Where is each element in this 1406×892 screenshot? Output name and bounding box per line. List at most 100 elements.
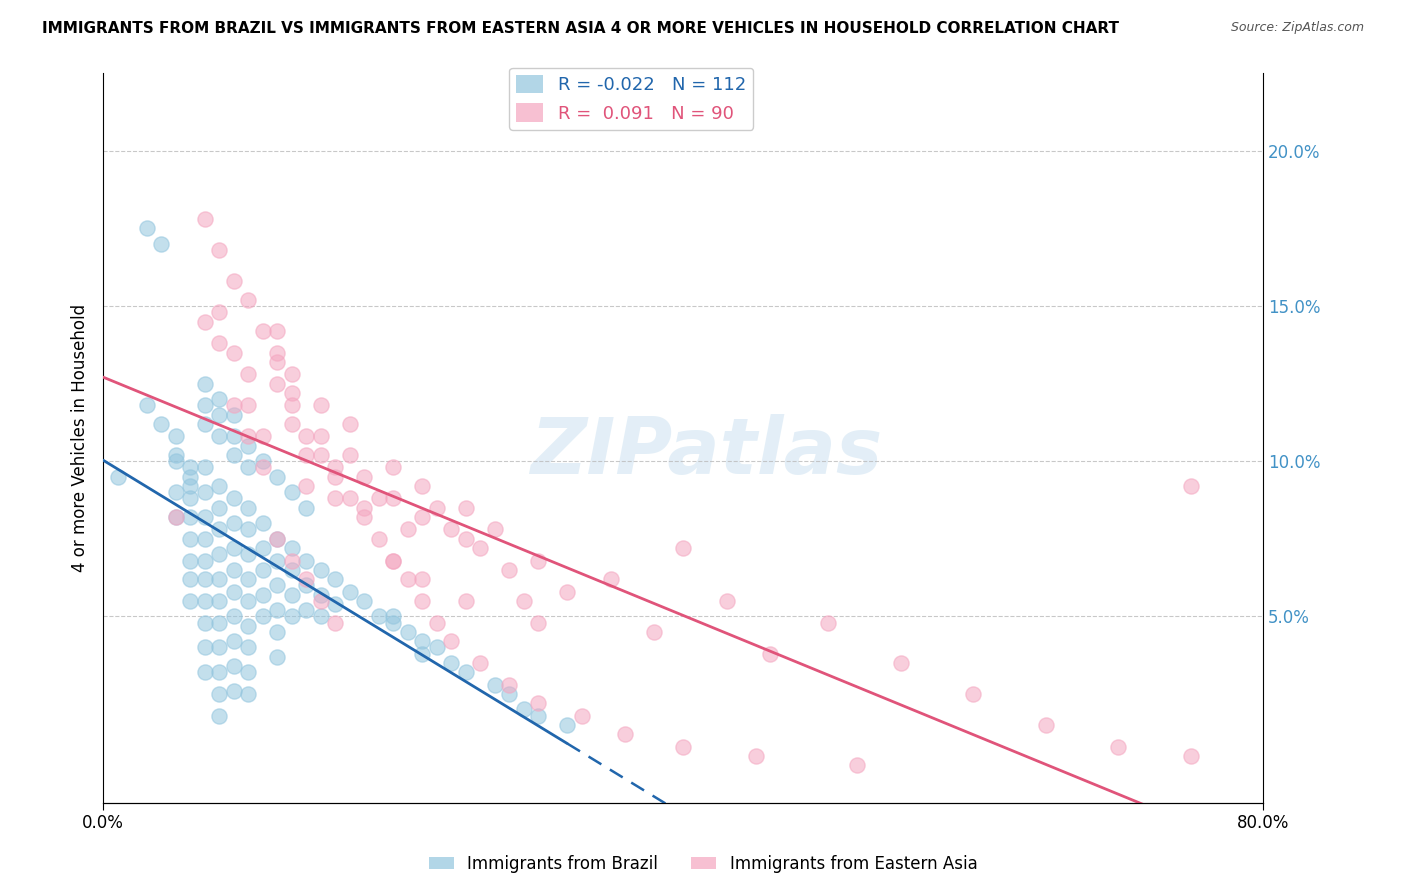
Point	[1035, 718, 1057, 732]
Point	[208, 500, 231, 515]
Point	[512, 594, 534, 608]
Point	[236, 439, 259, 453]
Point	[484, 678, 506, 692]
Point	[599, 572, 621, 586]
Point	[208, 687, 231, 701]
Point	[643, 624, 665, 639]
Point	[295, 603, 318, 617]
Point	[440, 656, 463, 670]
Text: IMMIGRANTS FROM BRAZIL VS IMMIGRANTS FROM EASTERN ASIA 4 OR MORE VEHICLES IN HOU: IMMIGRANTS FROM BRAZIL VS IMMIGRANTS FRO…	[42, 21, 1119, 37]
Point	[280, 609, 302, 624]
Point	[236, 429, 259, 443]
Point	[266, 469, 288, 483]
Point	[222, 429, 245, 443]
Point	[222, 584, 245, 599]
Point	[280, 541, 302, 555]
Point	[236, 398, 259, 412]
Point	[454, 532, 477, 546]
Point	[470, 656, 492, 670]
Point	[222, 345, 245, 359]
Point	[396, 572, 419, 586]
Point	[236, 640, 259, 655]
Point	[222, 274, 245, 288]
Point	[498, 563, 520, 577]
Point	[208, 305, 231, 319]
Point	[571, 708, 593, 723]
Point	[426, 640, 449, 655]
Point	[150, 417, 173, 431]
Point	[194, 572, 217, 586]
Point	[179, 469, 201, 483]
Point	[382, 553, 405, 567]
Point	[165, 510, 187, 524]
Point	[339, 584, 361, 599]
Point	[252, 454, 274, 468]
Point	[194, 212, 217, 227]
Point	[222, 398, 245, 412]
Point	[396, 523, 419, 537]
Point	[323, 572, 346, 586]
Point	[353, 510, 375, 524]
Point	[208, 392, 231, 406]
Point	[208, 479, 231, 493]
Point	[672, 739, 695, 754]
Point	[846, 758, 869, 772]
Point	[266, 532, 288, 546]
Point	[280, 485, 302, 500]
Point	[309, 398, 332, 412]
Point	[236, 572, 259, 586]
Point	[280, 398, 302, 412]
Point	[208, 665, 231, 680]
Point	[396, 624, 419, 639]
Point	[411, 510, 433, 524]
Point	[295, 572, 318, 586]
Point	[411, 479, 433, 493]
Point	[222, 563, 245, 577]
Point	[236, 500, 259, 515]
Point	[1180, 479, 1202, 493]
Point	[236, 460, 259, 475]
Point	[194, 640, 217, 655]
Point	[236, 665, 259, 680]
Point	[208, 243, 231, 257]
Point	[309, 429, 332, 443]
Point	[353, 594, 375, 608]
Point	[266, 649, 288, 664]
Point	[208, 523, 231, 537]
Point	[382, 460, 405, 475]
Point	[194, 532, 217, 546]
Point	[150, 236, 173, 251]
Point	[527, 708, 550, 723]
Point	[222, 609, 245, 624]
Point	[135, 221, 157, 235]
Point	[353, 500, 375, 515]
Point	[236, 687, 259, 701]
Point	[252, 516, 274, 531]
Point	[135, 398, 157, 412]
Point	[194, 485, 217, 500]
Point	[367, 491, 389, 506]
Point	[165, 429, 187, 443]
Y-axis label: 4 or more Vehicles in Household: 4 or more Vehicles in Household	[72, 304, 89, 572]
Point	[252, 588, 274, 602]
Point	[555, 584, 578, 599]
Point	[1180, 749, 1202, 764]
Point	[208, 708, 231, 723]
Point	[309, 609, 332, 624]
Point	[222, 541, 245, 555]
Point	[440, 634, 463, 648]
Point	[107, 469, 129, 483]
Point	[672, 541, 695, 555]
Point	[222, 659, 245, 673]
Point	[266, 532, 288, 546]
Point	[165, 485, 187, 500]
Point	[280, 385, 302, 400]
Point	[454, 594, 477, 608]
Point	[236, 594, 259, 608]
Point	[179, 510, 201, 524]
Point	[323, 491, 346, 506]
Point	[194, 398, 217, 412]
Point	[527, 696, 550, 710]
Point	[266, 624, 288, 639]
Point	[309, 588, 332, 602]
